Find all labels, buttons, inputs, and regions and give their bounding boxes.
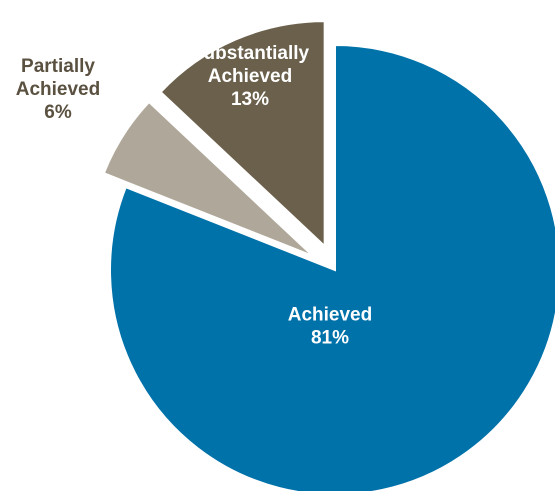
slice-label: Substantially Achieved 13% (191, 43, 310, 110)
slice-name: Achieved (16, 79, 100, 100)
slice-name: Achieved (288, 305, 372, 326)
pie-slice-substantially-achieved (159, 20, 326, 249)
slice-label: Partially Achieved 6% (16, 56, 100, 123)
slice-percent: 13% (231, 89, 269, 110)
slice-name: Substantially (191, 43, 310, 64)
slice-label: Achieved 81% (288, 305, 372, 349)
pie-slice-partially-achieved (102, 100, 314, 257)
pie-slice-achieved (109, 43, 555, 491)
slice-name: Achieved (208, 66, 292, 87)
slice-percent: 6% (44, 102, 72, 123)
slice-name: Partially (21, 56, 95, 77)
slice-percent: 81% (311, 328, 349, 349)
pie-labels: Achieved 81%Partially Achieved 6%Substantia… (16, 43, 372, 349)
pie-slices (102, 20, 555, 491)
